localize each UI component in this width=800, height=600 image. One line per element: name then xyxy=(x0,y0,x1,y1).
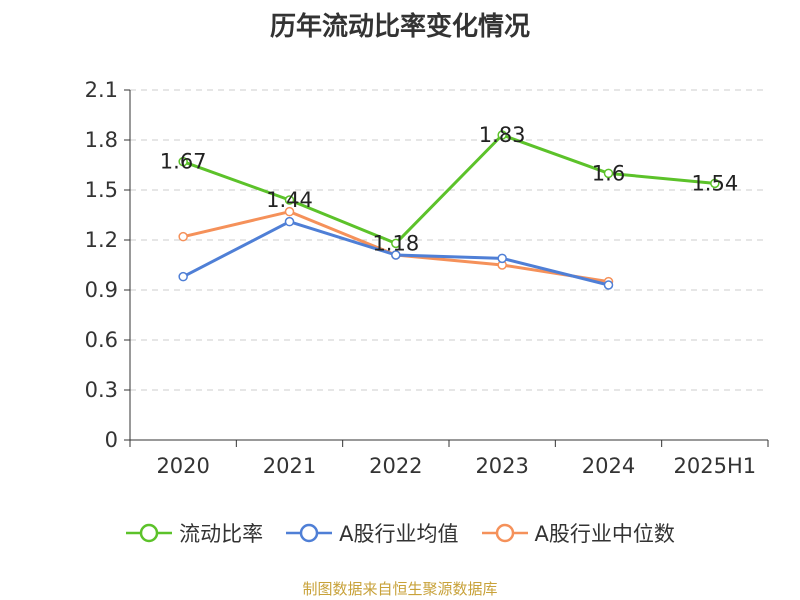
data-point xyxy=(178,271,188,282)
source-note: 制图数据来自恒生聚源数据库 xyxy=(302,580,498,598)
chart-title: 历年流动比率变化情况 xyxy=(269,12,530,42)
data-label: 1.67 xyxy=(160,150,207,174)
legend-line-circle-icon xyxy=(286,523,333,543)
y-tick-label: 1.5 xyxy=(85,178,118,202)
data-point xyxy=(284,206,295,217)
data-label: 1.6 xyxy=(592,161,625,185)
x-tick-label: 2025H1 xyxy=(674,454,757,478)
grid-lines xyxy=(130,89,768,391)
data-point xyxy=(497,253,507,264)
legend-line-circle-icon xyxy=(481,523,528,543)
data-label: 1.83 xyxy=(479,123,526,147)
legend-line-circle-icon xyxy=(126,523,173,543)
data-point xyxy=(284,216,295,227)
series-line xyxy=(182,133,715,245)
data-point xyxy=(178,231,188,242)
legend: 流动比率 A股行业均值 A股行业中位数 xyxy=(0,518,800,548)
axes: 0 0.3 0.6 0.9 1.2 1.5 1.8 2.1 2020 2021 2022 2023 20… xyxy=(85,78,769,478)
y-tick-label: 0.3 xyxy=(85,378,118,402)
y-tick-label: 0.6 xyxy=(85,328,118,352)
data-label: 1.18 xyxy=(372,231,419,255)
x-tick-label: 2022 xyxy=(369,454,422,478)
data-label: 1.44 xyxy=(266,188,313,212)
legend-label: A股行业均值 xyxy=(339,522,459,546)
data-point xyxy=(391,250,401,260)
y-tick-label: 0.9 xyxy=(85,278,118,302)
legend-item[interactable]: A股行业均值 xyxy=(285,518,459,548)
legend-item[interactable]: A股行业中位数 xyxy=(481,518,675,548)
legend-label: 流动比率 xyxy=(179,522,264,546)
y-tick-label: 0 xyxy=(105,428,118,452)
data-point xyxy=(391,238,401,249)
data-point xyxy=(603,280,614,290)
legend-item[interactable]: 流动比率 xyxy=(125,518,263,548)
x-tick-label: 2021 xyxy=(263,454,316,478)
data-point xyxy=(603,168,614,179)
x-tick-label: 2023 xyxy=(475,454,528,478)
series-lines xyxy=(178,130,720,290)
y-tick-label: 1.8 xyxy=(85,128,118,152)
data-labels: 1.67 1.44 1.18 1.83 1.6 1.54 xyxy=(160,123,738,255)
data-point xyxy=(284,195,295,205)
data-point xyxy=(710,178,720,189)
y-tick-label: 1.2 xyxy=(85,228,118,252)
x-tick-label: 2024 xyxy=(582,454,635,478)
legend-label: A股行业中位数 xyxy=(534,522,675,546)
data-label: 1.54 xyxy=(691,171,738,195)
data-point xyxy=(497,130,507,140)
data-point xyxy=(178,156,188,167)
y-tick-label: 2.1 xyxy=(85,78,118,102)
x-tick-label: 2020 xyxy=(156,454,209,478)
